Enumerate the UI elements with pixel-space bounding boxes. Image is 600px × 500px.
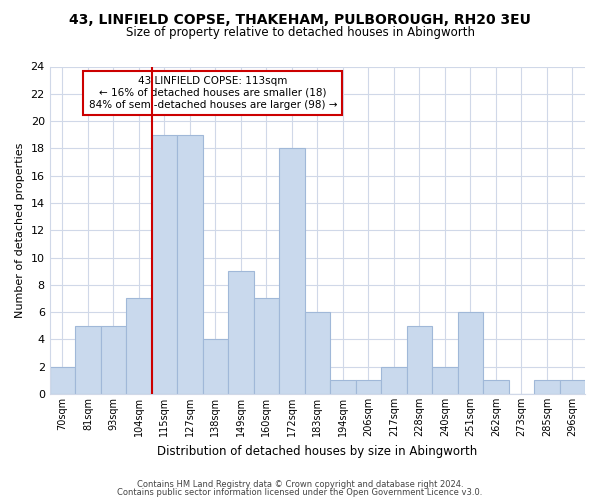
Bar <box>534 380 560 394</box>
Bar <box>330 380 356 394</box>
Bar <box>50 366 75 394</box>
Text: Size of property relative to detached houses in Abingworth: Size of property relative to detached ho… <box>125 26 475 39</box>
Bar <box>381 366 407 394</box>
Bar <box>254 298 279 394</box>
Bar <box>356 380 381 394</box>
Bar <box>407 326 432 394</box>
Bar <box>279 148 305 394</box>
Bar <box>203 340 228 394</box>
Text: 43, LINFIELD COPSE, THAKEHAM, PULBOROUGH, RH20 3EU: 43, LINFIELD COPSE, THAKEHAM, PULBOROUGH… <box>69 12 531 26</box>
Bar <box>560 380 585 394</box>
Bar <box>458 312 483 394</box>
X-axis label: Distribution of detached houses by size in Abingworth: Distribution of detached houses by size … <box>157 444 478 458</box>
Bar <box>101 326 126 394</box>
Bar <box>177 134 203 394</box>
Text: Contains public sector information licensed under the Open Government Licence v3: Contains public sector information licen… <box>118 488 482 497</box>
Bar <box>126 298 152 394</box>
Y-axis label: Number of detached properties: Number of detached properties <box>15 142 25 318</box>
Bar <box>152 134 177 394</box>
Text: 43 LINFIELD COPSE: 113sqm
← 16% of detached houses are smaller (18)
84% of semi-: 43 LINFIELD COPSE: 113sqm ← 16% of detac… <box>89 76 337 110</box>
Bar <box>75 326 101 394</box>
Bar <box>483 380 509 394</box>
Bar <box>432 366 458 394</box>
Bar <box>305 312 330 394</box>
Bar <box>228 271 254 394</box>
Text: Contains HM Land Registry data © Crown copyright and database right 2024.: Contains HM Land Registry data © Crown c… <box>137 480 463 489</box>
